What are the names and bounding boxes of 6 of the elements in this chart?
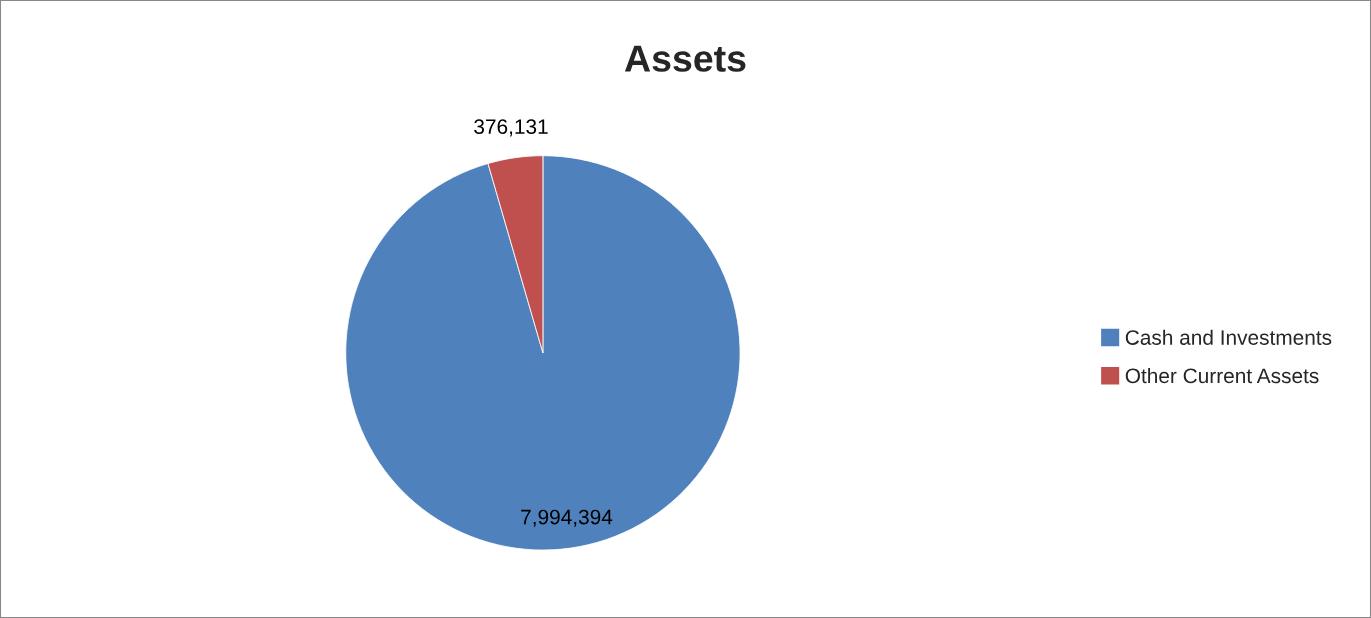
data-label: 376,131 xyxy=(474,119,548,137)
data-label: 7,994,394 xyxy=(521,509,613,527)
legend-label: Other Current Assets xyxy=(1125,367,1319,384)
pie-slice xyxy=(345,155,741,551)
legend-label: Cash and Investments xyxy=(1125,329,1332,345)
chart-title: Assets xyxy=(624,45,746,72)
